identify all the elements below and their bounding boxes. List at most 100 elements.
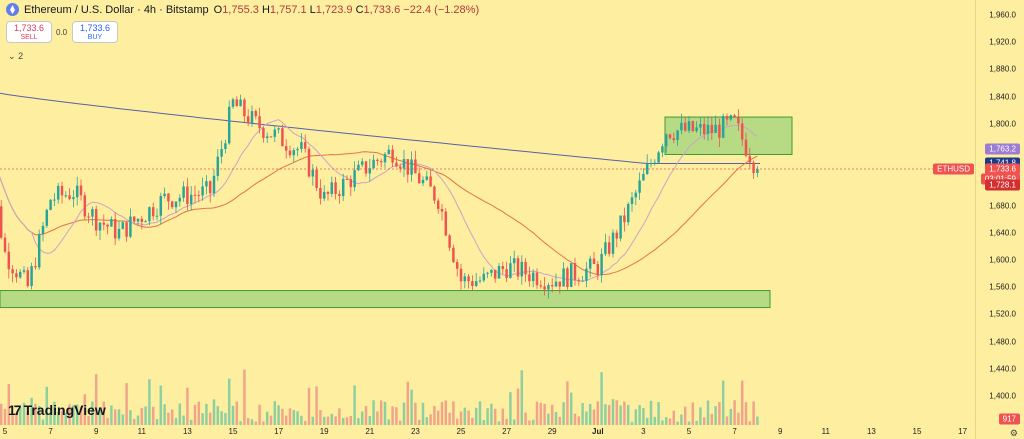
candle[interactable]	[159, 192, 163, 225]
candle[interactable]	[436, 198, 440, 214]
candle[interactable]	[322, 185, 326, 202]
candle[interactable]	[3, 233, 7, 254]
candle[interactable]	[110, 216, 113, 227]
candle[interactable]	[311, 164, 315, 186]
candle[interactable]	[303, 134, 307, 153]
candle[interactable]	[125, 222, 128, 242]
candle[interactable]	[455, 259, 459, 277]
candle[interactable]	[292, 147, 296, 163]
candle[interactable]	[243, 97, 246, 123]
candle[interactable]	[155, 208, 159, 221]
candle[interactable]	[7, 242, 11, 279]
candle[interactable]	[281, 124, 284, 147]
candle[interactable]	[410, 151, 413, 182]
candle[interactable]	[174, 201, 178, 213]
candle[interactable]	[756, 166, 759, 178]
candle[interactable]	[695, 121, 698, 133]
candle[interactable]	[657, 150, 660, 165]
candle[interactable]	[178, 194, 182, 207]
candle[interactable]	[83, 192, 87, 220]
candle[interactable]	[718, 118, 721, 148]
candle[interactable]	[493, 269, 497, 283]
candle[interactable]	[167, 192, 170, 210]
candle[interactable]	[91, 206, 94, 226]
candle[interactable]	[524, 258, 527, 282]
candle[interactable]	[642, 168, 645, 181]
candle[interactable]	[752, 160, 755, 179]
candle[interactable]	[269, 136, 273, 138]
candle[interactable]	[189, 186, 193, 211]
candle[interactable]	[543, 277, 546, 296]
candle[interactable]	[319, 179, 322, 205]
candle[interactable]	[737, 109, 740, 132]
candle[interactable]	[501, 261, 505, 275]
candle[interactable]	[372, 154, 375, 169]
candle[interactable]	[463, 272, 467, 289]
candle[interactable]	[246, 109, 250, 127]
candle[interactable]	[611, 229, 615, 258]
candle[interactable]	[136, 218, 140, 225]
candle[interactable]	[334, 177, 337, 200]
candle[interactable]	[566, 266, 569, 290]
candle[interactable]	[562, 262, 565, 287]
candle[interactable]	[341, 173, 345, 202]
buy-button[interactable]: 1,733.6 BUY	[72, 21, 118, 43]
candle[interactable]	[702, 117, 706, 140]
candle[interactable]	[87, 212, 90, 224]
resistance-zone[interactable]	[664, 116, 793, 155]
candle[interactable]	[284, 139, 288, 159]
candle[interactable]	[26, 267, 30, 288]
candle[interactable]	[421, 176, 425, 187]
candle[interactable]	[482, 267, 486, 283]
candle[interactable]	[395, 156, 398, 168]
candle[interactable]	[478, 276, 482, 284]
candle[interactable]	[471, 275, 474, 291]
candle[interactable]	[683, 116, 687, 133]
candle[interactable]	[649, 158, 653, 168]
candle[interactable]	[645, 154, 649, 176]
candle[interactable]	[539, 280, 543, 289]
candle[interactable]	[265, 132, 269, 143]
candle[interactable]	[45, 208, 49, 228]
candle[interactable]	[113, 212, 117, 246]
candle[interactable]	[379, 158, 383, 168]
candle[interactable]	[672, 132, 676, 144]
candle[interactable]	[102, 214, 106, 231]
candle[interactable]	[607, 235, 611, 257]
candle[interactable]	[588, 255, 592, 278]
candle[interactable]	[148, 206, 151, 226]
candle[interactable]	[748, 148, 752, 169]
candle[interactable]	[75, 176, 79, 206]
candle[interactable]	[733, 114, 736, 119]
candle[interactable]	[227, 100, 231, 145]
candle[interactable]	[326, 190, 330, 201]
candle[interactable]	[577, 277, 581, 286]
candle[interactable]	[604, 233, 607, 257]
candle[interactable]	[512, 250, 516, 273]
candle[interactable]	[383, 151, 387, 168]
candle[interactable]	[121, 220, 125, 230]
candle[interactable]	[573, 257, 577, 286]
candle[interactable]	[547, 282, 550, 299]
candle[interactable]	[452, 244, 455, 264]
candle[interactable]	[531, 269, 535, 288]
candle[interactable]	[205, 175, 208, 195]
candle[interactable]	[277, 127, 280, 134]
candle[interactable]	[72, 189, 75, 208]
support-zone[interactable]	[0, 290, 771, 309]
candle[interactable]	[235, 96, 239, 107]
candle[interactable]	[56, 182, 60, 204]
candle[interactable]	[330, 176, 334, 198]
candle[interactable]	[300, 133, 303, 153]
candle[interactable]	[585, 261, 588, 288]
candle[interactable]	[11, 264, 14, 283]
candle[interactable]	[406, 159, 410, 183]
candle[interactable]	[535, 268, 539, 289]
candle[interactable]	[448, 234, 451, 251]
candle[interactable]	[600, 248, 603, 283]
candle[interactable]	[144, 219, 147, 223]
candle[interactable]	[53, 193, 56, 207]
candle[interactable]	[444, 208, 448, 237]
candle[interactable]	[68, 188, 71, 201]
candle[interactable]	[307, 146, 311, 178]
